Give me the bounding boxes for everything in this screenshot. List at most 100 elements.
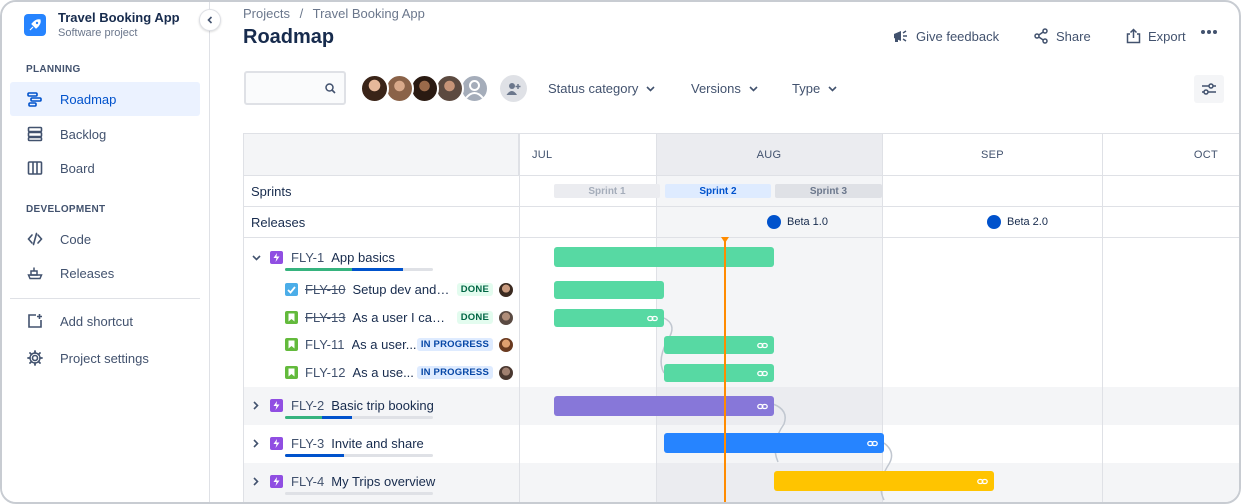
sidebar-item-label: Roadmap [60, 91, 117, 107]
avatar[interactable] [360, 74, 389, 103]
progress-done [285, 416, 322, 419]
add-people-button[interactable] [500, 75, 527, 102]
release-dot [987, 215, 1001, 229]
assignee-avatar[interactable] [499, 365, 513, 380]
share-button[interactable]: Share [1033, 28, 1091, 44]
collapse-sidebar-button[interactable] [199, 9, 221, 31]
export-button[interactable]: Export [1126, 28, 1186, 44]
epic-bar-fly-4[interactable] [774, 471, 994, 491]
epic-key: FLY-4 [291, 474, 325, 489]
list-header [244, 134, 519, 176]
search-icon [325, 83, 336, 94]
avatar[interactable] [460, 74, 489, 103]
story-bookmark-icon [285, 338, 298, 351]
issue-row-fly-12[interactable]: FLY-12 As a use... IN PROGRESS [285, 365, 513, 380]
epic-row-fly-4[interactable]: FLY-4 My Trips overview [250, 474, 435, 489]
release-beta-2[interactable]: Beta 2.0 [987, 215, 1048, 229]
board-icon [26, 159, 44, 177]
view-settings-button[interactable] [1194, 75, 1224, 103]
epic-progress-bar [285, 416, 433, 419]
link-icon [757, 403, 768, 409]
release-beta-1[interactable]: Beta 1.0 [767, 215, 828, 229]
project-rocket-icon [24, 14, 46, 36]
avatar[interactable] [385, 74, 414, 103]
more-actions-button[interactable] [1200, 29, 1225, 35]
sidebar-item-add-shortcut[interactable]: Add shortcut [10, 304, 200, 338]
chevron-right-icon[interactable] [250, 439, 262, 448]
sliders-icon [1202, 83, 1216, 95]
link-icon [757, 370, 768, 376]
epic-bar-fly-1[interactable] [554, 247, 774, 267]
assignee-avatar[interactable] [499, 310, 513, 325]
issue-bar-fly-11[interactable] [664, 336, 774, 354]
chevron-right-icon[interactable] [250, 477, 262, 486]
epic-title: Invite and share [331, 436, 424, 451]
give-feedback-button[interactable]: Give feedback [892, 28, 999, 44]
development-section-label: DEVELOPMENT [26, 204, 106, 215]
roadmap-icon [26, 90, 44, 108]
epic-title: App basics [331, 250, 395, 265]
epic-progress-bar [285, 268, 433, 271]
status-lozenge: DONE [456, 311, 493, 324]
issue-bar-fly-10[interactable] [554, 281, 664, 299]
share-label: Share [1056, 28, 1091, 44]
sidebar-item-roadmap[interactable]: Roadmap [10, 82, 200, 116]
issue-key: FLY-12 [305, 365, 346, 380]
chevron-down-icon [646, 85, 655, 92]
story-bookmark-icon [285, 311, 298, 324]
backlog-icon [26, 125, 44, 143]
search-input[interactable] [244, 71, 346, 105]
epic-bar-fly-2[interactable] [554, 396, 774, 416]
issue-bar-fly-13[interactable] [554, 309, 664, 327]
avatar-group [360, 74, 489, 103]
sidebar-item-releases[interactable]: Releases [10, 256, 200, 290]
project-type: Software project [58, 27, 138, 39]
sidebar-item-board[interactable]: Board [10, 151, 200, 185]
filter-label: Type [792, 81, 821, 96]
sidebar-item-label: Backlog [60, 126, 107, 142]
filter-type[interactable]: Type [792, 81, 837, 96]
epic-row-fly-1[interactable]: FLY-1 App basics [250, 250, 395, 265]
chevron-down-icon[interactable] [250, 254, 262, 261]
chevron-right-icon[interactable] [250, 401, 262, 410]
sprints-label: Sprints [251, 184, 292, 199]
epic-progress-bar [285, 492, 433, 495]
status-lozenge: IN PROGRESS [416, 338, 493, 351]
sidebar-item-backlog[interactable]: Backlog [10, 117, 200, 151]
release-dot [767, 215, 781, 229]
issue-row-fly-11[interactable]: FLY-11 As a user... IN PROGRESS [285, 337, 513, 352]
filter-label: Status category [548, 81, 639, 96]
sprint-2[interactable]: Sprint 2 [665, 184, 771, 198]
release-label: Beta 2.0 [1007, 216, 1048, 228]
issue-bar-fly-12[interactable] [664, 364, 774, 382]
issue-key: FLY-11 [305, 337, 345, 352]
filter-label: Versions [691, 81, 741, 96]
avatar[interactable] [435, 74, 464, 103]
assignee-avatar[interactable] [499, 337, 513, 352]
sprint-3[interactable]: Sprint 3 [775, 184, 882, 198]
breadcrumb-project[interactable]: Travel Booking App [312, 6, 425, 21]
epic-row-fly-2[interactable]: FLY-2 Basic trip booking [250, 398, 434, 413]
share-icon [1034, 28, 1048, 44]
issue-key: FLY-10 [305, 282, 346, 297]
sidebar-item-label: Add shortcut [60, 313, 133, 329]
avatar[interactable] [410, 74, 439, 103]
sprint-1[interactable]: Sprint 1 [554, 184, 660, 198]
sidebar-item-code[interactable]: Code [10, 222, 200, 256]
task-check-icon [285, 283, 298, 296]
epic-row-fly-3[interactable]: FLY-3 Invite and share [250, 436, 424, 451]
more-icon [1201, 30, 1217, 34]
epic-bar-fly-3[interactable] [664, 433, 884, 453]
today-marker-cap [721, 237, 729, 243]
filter-versions[interactable]: Versions [691, 81, 758, 96]
breadcrumb-projects[interactable]: Projects [243, 6, 290, 21]
epic-title: Basic trip booking [331, 398, 434, 413]
sidebar-item-project-settings[interactable]: Project settings [10, 341, 200, 375]
epic-key: FLY-1 [291, 250, 325, 265]
project-header[interactable]: Travel Booking App Software project [24, 10, 180, 40]
issue-row-fly-13[interactable]: FLY-13 As a user I can ... DONE [285, 310, 513, 325]
filter-status-category[interactable]: Status category [548, 81, 655, 96]
sidebar-item-label: Releases [60, 265, 115, 281]
issue-row-fly-10[interactable]: FLY-10 Setup dev and ... DONE [285, 282, 513, 297]
assignee-avatar[interactable] [499, 282, 513, 297]
